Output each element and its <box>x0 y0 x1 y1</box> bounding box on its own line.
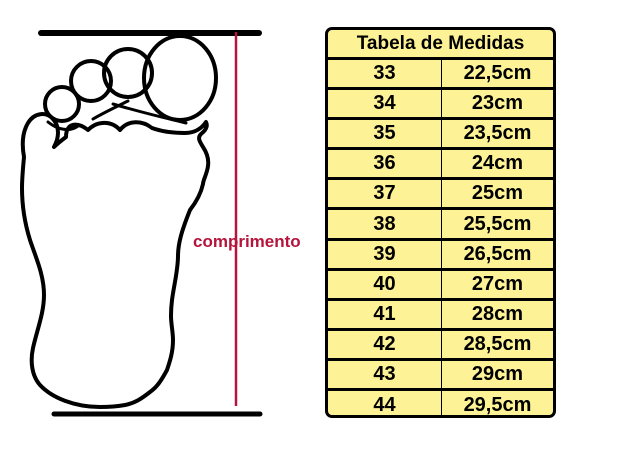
svg-text:comprimento: comprimento <box>193 232 300 251</box>
